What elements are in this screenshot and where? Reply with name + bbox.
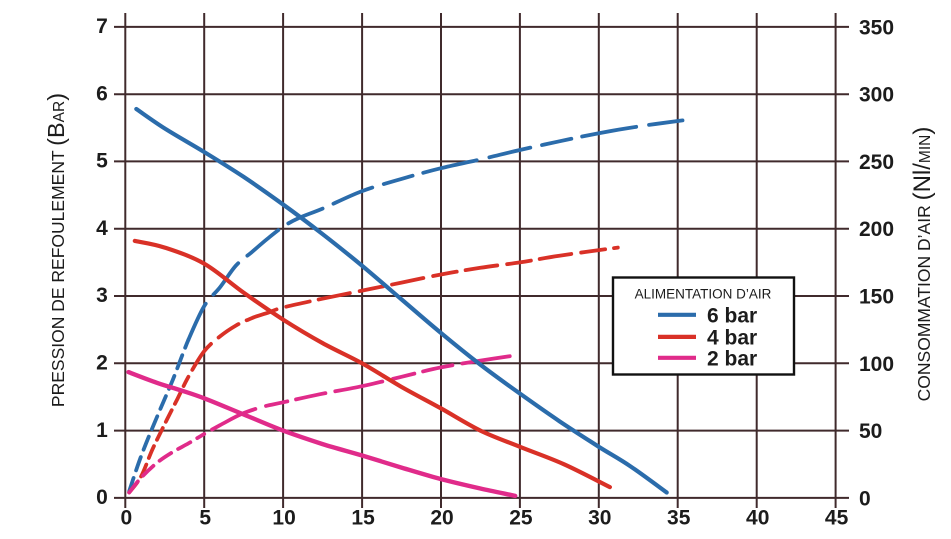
svg-text:45: 45 [825,507,849,530]
svg-text:0: 0 [96,486,108,509]
svg-text:7: 7 [96,15,108,38]
svg-text:100: 100 [859,353,894,376]
svg-text:PRESSION DE REFOULEMENT (BAR): PRESSION DE REFOULEMENT (BAR) [43,93,69,407]
svg-text:0: 0 [120,507,132,530]
svg-text:5: 5 [199,507,211,530]
svg-text:CONSOMMATION D’AIR (Nl/MIN): CONSOMMATION D’AIR (Nl/MIN) [909,127,936,402]
svg-text:15: 15 [351,507,375,530]
svg-text:35: 35 [667,507,691,530]
svg-text:2: 2 [96,352,108,375]
svg-text:1: 1 [96,419,108,442]
svg-text:0: 0 [859,487,871,510]
svg-text:6: 6 [96,82,108,105]
svg-text:250: 250 [859,151,894,174]
svg-text:2 bar: 2 bar [707,347,757,370]
svg-text:150: 150 [859,286,894,309]
svg-text:30: 30 [588,507,611,530]
svg-text:40: 40 [746,507,769,530]
svg-text:5: 5 [96,150,108,173]
svg-text:20: 20 [430,507,453,530]
svg-text:350: 350 [859,16,894,39]
svg-text:ALIMENTATION D’AIR: ALIMENTATION D’AIR [635,287,772,302]
svg-text:25: 25 [509,507,533,530]
svg-text:50: 50 [859,420,882,443]
svg-text:200: 200 [859,218,894,241]
svg-text:4: 4 [96,217,108,240]
svg-text:300: 300 [859,84,894,107]
svg-text:6 bar: 6 bar [707,304,757,327]
svg-text:3: 3 [96,284,108,307]
svg-text:10: 10 [272,507,295,530]
svg-text:4 bar: 4 bar [707,326,757,349]
